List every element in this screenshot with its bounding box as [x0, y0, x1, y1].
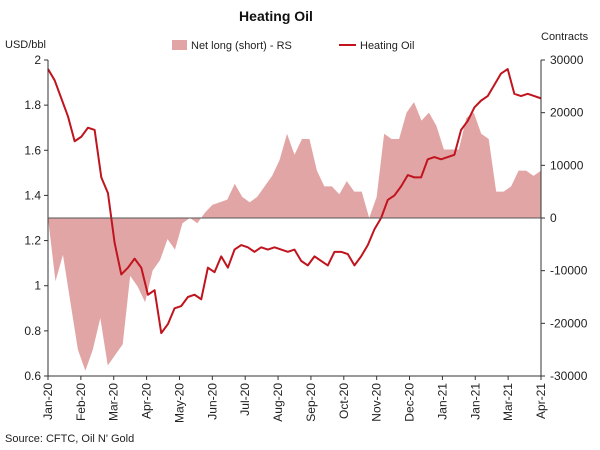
left-tick-label: 1.2: [24, 234, 41, 248]
legend-label-area: Net long (short) - RS: [191, 40, 292, 52]
left-tick-label: 2: [34, 53, 41, 67]
x-tick-label: May-20: [172, 383, 186, 423]
plot-area: [47, 68, 542, 371]
series-area-net-long: [48, 102, 541, 371]
x-tick-label: Jan-21: [468, 383, 482, 420]
x-tick-label: Mar-20: [107, 383, 121, 421]
x-tick-label: Oct-20: [337, 383, 351, 419]
right-tick-label: 20000: [550, 106, 584, 120]
x-tick-label: Dec-20: [403, 383, 417, 422]
left-tick-label: 0.6: [24, 369, 41, 383]
x-tick-label: Nov-20: [370, 383, 384, 422]
x-tick-label: Aug-20: [271, 383, 285, 422]
x-tick-label: Feb-20: [74, 383, 88, 421]
x-tick-label: Jan-21: [435, 383, 449, 420]
left-tick-label: 1.6: [24, 143, 41, 157]
axes: 0.6 0.8 1 1.2 1.4 1.6 1.8 2 -30000 -20000 -10000 0 1…: [24, 53, 587, 423]
chart-title: Heating Oil: [239, 8, 313, 24]
x-tick-label: Jan-20: [41, 383, 55, 420]
left-axis-label: USD/bbl: [5, 39, 46, 51]
right-tick-label: -10000: [550, 264, 588, 278]
legend-label-line: Heating Oil: [360, 40, 414, 52]
right-axis-label: Contracts: [541, 31, 589, 43]
right-tick-label: 0: [550, 211, 557, 225]
legend-swatch-area: [172, 40, 187, 50]
x-tick-label: Apr-20: [140, 383, 154, 419]
right-tick-label: 30000: [550, 53, 584, 67]
right-tick-label: -30000: [550, 369, 588, 383]
x-tick-label: Mar-21: [501, 383, 515, 421]
legend: Net long (short) - RS Heating Oil: [172, 40, 414, 52]
x-tick-label: Jul-20: [238, 383, 252, 416]
x-tick-label: Sep-20: [304, 383, 318, 422]
left-tick-label: 0.8: [24, 324, 41, 338]
source-note: Source: CFTC, Oil N' Gold: [5, 433, 134, 445]
series-line-heating-oil: [47, 68, 542, 335]
right-tick-label: -20000: [550, 316, 588, 330]
left-tick-label: 1: [34, 279, 41, 293]
x-tick-label: Apr-21: [534, 383, 548, 419]
left-tick-label: 1.8: [24, 98, 41, 112]
x-tick-label: Jun-20: [205, 383, 219, 420]
right-tick-label: 10000: [550, 158, 584, 172]
left-tick-label: 1.4: [24, 188, 41, 202]
